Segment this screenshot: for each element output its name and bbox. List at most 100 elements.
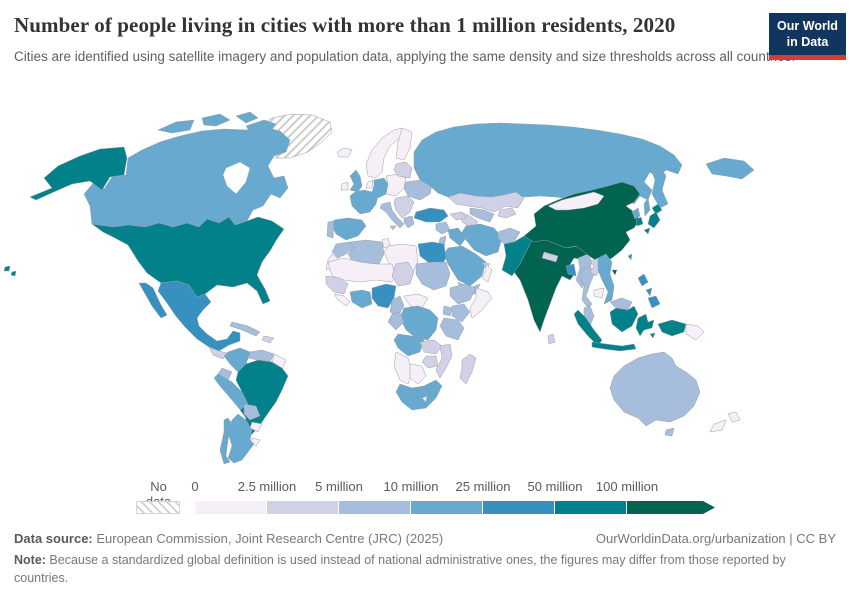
country-sri-lanka[interactable] <box>547 333 556 345</box>
nz-south-island[interactable] <box>709 419 727 433</box>
country-iran[interactable] <box>461 223 503 257</box>
country-russia[interactable] <box>413 122 683 205</box>
country-kyrgyz-tajik[interactable] <box>497 207 517 219</box>
country-zambia[interactable] <box>419 339 443 355</box>
country-greece[interactable] <box>403 215 415 229</box>
country-oman[interactable] <box>481 263 493 283</box>
country-vietnam[interactable] <box>597 253 615 305</box>
country-kenya[interactable] <box>451 303 471 323</box>
country-uganda[interactable] <box>442 305 453 317</box>
hawaii-usa[interactable] <box>3 265 11 272</box>
sulawesi-indonesia[interactable] <box>635 313 655 337</box>
honshu-japan[interactable] <box>647 211 661 229</box>
legend-bin-4[interactable] <box>483 501 555 514</box>
tasmania-australia[interactable] <box>664 427 675 437</box>
country-sierra-liberia[interactable] <box>333 293 351 307</box>
country-uk[interactable] <box>349 169 363 193</box>
country-turkey[interactable] <box>413 207 449 223</box>
hawaii-usa[interactable] <box>10 270 17 277</box>
country-bolivia[interactable] <box>243 403 261 421</box>
country-somalia[interactable] <box>469 287 493 319</box>
country-angola[interactable] <box>393 333 425 357</box>
country-congo-gabon[interactable] <box>387 311 405 331</box>
country-iceland[interactable] <box>336 147 353 158</box>
legend-bin-3[interactable] <box>411 501 483 514</box>
country-belarus-baltics[interactable] <box>393 161 413 179</box>
legend-bin-5[interactable] <box>555 501 627 514</box>
hokkaido-japan[interactable] <box>651 203 663 215</box>
legend-bin-6[interactable] <box>627 501 715 514</box>
country-zimbabwe[interactable] <box>421 355 439 369</box>
country-france[interactable] <box>349 189 379 215</box>
borneo-indonesia[interactable] <box>609 305 639 333</box>
country-madagascar[interactable] <box>459 353 477 385</box>
country-cuba[interactable] <box>229 321 261 337</box>
country-cambodia[interactable] <box>593 287 605 299</box>
country-caucasus[interactable] <box>449 211 467 221</box>
kyushu-japan[interactable] <box>643 227 651 235</box>
country-north-korea[interactable] <box>631 207 641 220</box>
country-central-african-republic[interactable] <box>403 293 429 309</box>
luzon-philippines[interactable] <box>637 273 649 287</box>
country-canada[interactable] <box>83 126 291 228</box>
country-mozambique[interactable] <box>435 343 453 379</box>
mindanao-philippines[interactable] <box>647 295 661 309</box>
country-senegal-guinea[interactable] <box>325 275 349 295</box>
country-ethiopia[interactable] <box>449 283 477 305</box>
country-saudi-arabia[interactable] <box>443 245 487 287</box>
country-spain[interactable] <box>331 217 367 241</box>
country-ivory-coast-ghana[interactable] <box>349 289 373 309</box>
country-benelux[interactable] <box>365 179 374 189</box>
country-uzbekistan[interactable] <box>469 207 495 223</box>
country-mongolia[interactable] <box>547 191 605 211</box>
country-dr-congo[interactable] <box>399 305 439 341</box>
country-australia[interactable] <box>609 351 701 427</box>
java-indonesia[interactable] <box>591 341 637 352</box>
hainan-china[interactable] <box>611 269 618 276</box>
country-alaska-usa[interactable] <box>29 146 128 201</box>
country-taiwan[interactable] <box>627 253 633 261</box>
canada-arctic-island[interactable] <box>245 119 277 136</box>
west-papua-indonesia[interactable] <box>657 319 687 337</box>
country-balkans[interactable] <box>393 195 415 219</box>
chukotka-russia[interactable] <box>705 157 755 180</box>
country-south-africa[interactable] <box>395 379 443 411</box>
canada-arctic-island[interactable] <box>201 113 231 127</box>
country-iraq[interactable] <box>447 227 467 247</box>
country-chad[interactable] <box>391 261 415 287</box>
legend-bin-2[interactable] <box>339 501 411 514</box>
country-sudan[interactable] <box>415 261 451 291</box>
country-portugal[interactable] <box>326 220 335 239</box>
country-namibia[interactable] <box>393 351 413 385</box>
country-paraguay[interactable] <box>249 421 263 433</box>
country-tanzania[interactable] <box>439 317 465 341</box>
country-botswana[interactable] <box>409 363 427 385</box>
country-finland[interactable] <box>395 127 413 161</box>
borneo-malaysia[interactable] <box>609 297 633 311</box>
sicily-italy[interactable] <box>389 225 397 231</box>
country-nepal[interactable] <box>541 251 559 263</box>
country-chile[interactable] <box>219 417 233 465</box>
maluku-indonesia[interactable] <box>649 332 656 339</box>
country-ireland[interactable] <box>340 181 349 191</box>
baja-mexico[interactable] <box>138 282 168 319</box>
country-kazakhstan[interactable] <box>447 191 525 213</box>
nz-north-island[interactable] <box>727 411 741 423</box>
country-germany[interactable] <box>371 177 389 199</box>
country-bangladesh[interactable] <box>565 263 577 277</box>
country-south-korea[interactable] <box>635 216 644 227</box>
country-hispaniola[interactable] <box>261 335 275 344</box>
visayas-philippines[interactable] <box>645 287 653 297</box>
sakhalin-russia[interactable] <box>643 197 651 217</box>
country-lesotho[interactable] <box>421 395 428 403</box>
attribution-link[interactable]: OurWorldinData.org/urbanization | CC BY <box>595 531 836 546</box>
country-nigeria[interactable] <box>371 283 397 309</box>
country-central-europe[interactable] <box>385 173 407 197</box>
legend-bin-0[interactable] <box>195 501 267 514</box>
kamchatka-russia[interactable] <box>651 165 669 209</box>
legend-bin-1[interactable] <box>267 501 339 514</box>
owid-logo[interactable]: Our World in Data <box>769 13 846 61</box>
country-cameroon[interactable] <box>389 295 405 317</box>
canada-arctic-island[interactable] <box>235 111 259 124</box>
country-italy[interactable] <box>379 201 405 229</box>
